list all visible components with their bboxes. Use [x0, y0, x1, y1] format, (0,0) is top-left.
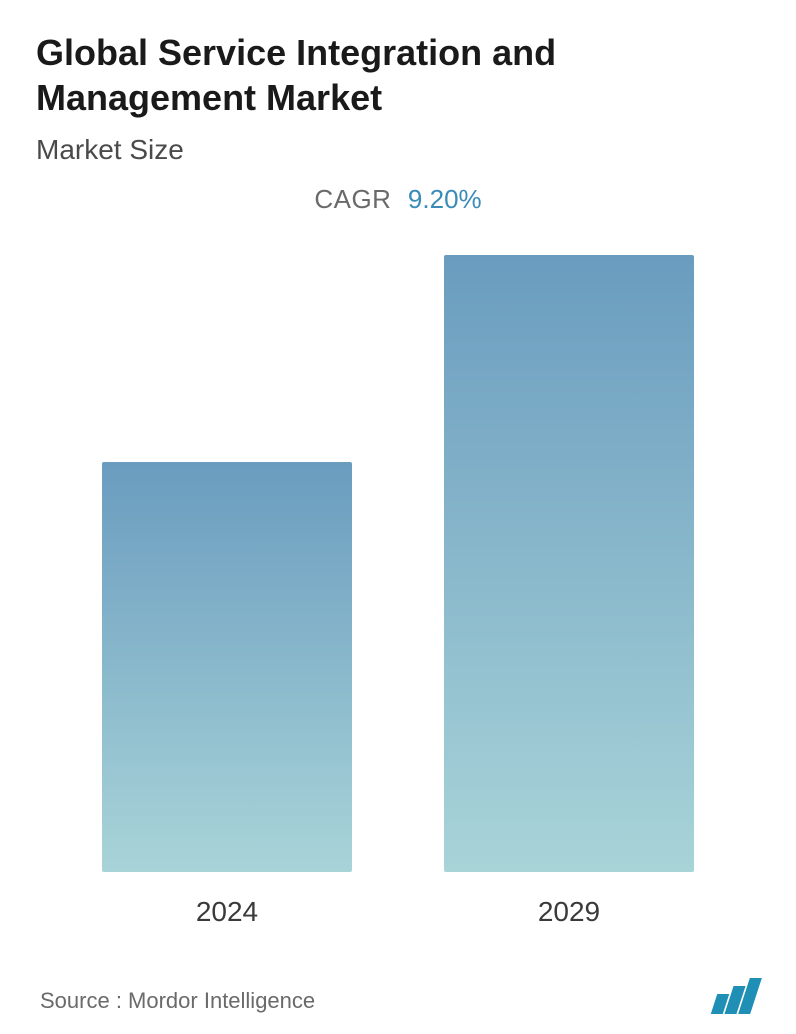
bar-chart: 2024 2029	[36, 255, 760, 938]
bar-2024	[102, 462, 352, 872]
bar-group-2024: 2024	[102, 255, 352, 928]
cagr-row: CAGR 9.20%	[36, 184, 760, 215]
chart-subtitle: Market Size	[36, 134, 760, 166]
bar-label-2029: 2029	[538, 896, 600, 928]
bar-2029	[444, 255, 694, 872]
bar-group-2029: 2029	[444, 255, 694, 928]
chart-title: Global Service Integration and Managemen…	[36, 30, 760, 120]
chart-container: Global Service Integration and Managemen…	[0, 0, 796, 1034]
bar-label-2024: 2024	[196, 896, 258, 928]
chart-footer: Source : Mordor Intelligence	[36, 978, 760, 1014]
cagr-value: 9.20%	[408, 184, 482, 214]
mordor-logo-icon	[714, 978, 756, 1014]
cagr-label: CAGR	[314, 184, 391, 214]
source-text: Source : Mordor Intelligence	[40, 988, 315, 1014]
